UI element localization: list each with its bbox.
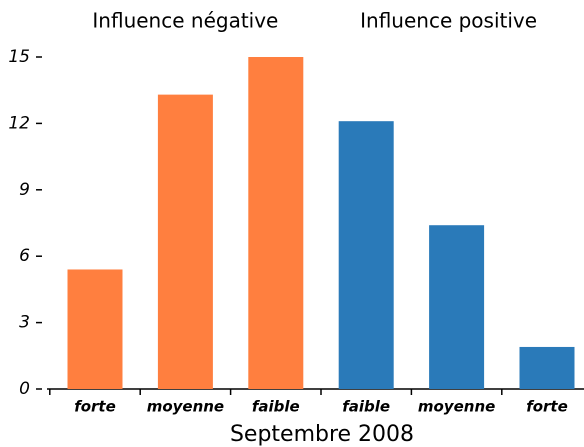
y-tick-label: 3 bbox=[19, 313, 30, 333]
y-tick-label: 0 bbox=[19, 379, 30, 399]
bar bbox=[248, 57, 304, 389]
bar bbox=[157, 94, 213, 390]
x-axis-label: Septembre 2008 bbox=[230, 422, 414, 447]
legend-label: Influence positive bbox=[360, 9, 537, 33]
y-tick-label: 15 bbox=[8, 47, 30, 67]
bar bbox=[519, 346, 575, 389]
x-tick-label: faible bbox=[342, 398, 390, 416]
y-tick-label: 9 bbox=[19, 180, 30, 200]
y-tick-label: 6 bbox=[19, 246, 30, 266]
x-tick-label: faible bbox=[252, 398, 300, 416]
legend-label: Influence négative bbox=[92, 9, 278, 33]
x-tick-label: forte bbox=[74, 398, 116, 416]
x-tick-label: moyenne bbox=[418, 398, 495, 416]
bar bbox=[429, 225, 485, 389]
x-tick-label: forte bbox=[526, 398, 568, 416]
bar bbox=[67, 269, 123, 389]
bar bbox=[338, 121, 394, 389]
y-tick-label: 12 bbox=[8, 113, 30, 133]
x-tick-label: moyenne bbox=[147, 398, 224, 416]
